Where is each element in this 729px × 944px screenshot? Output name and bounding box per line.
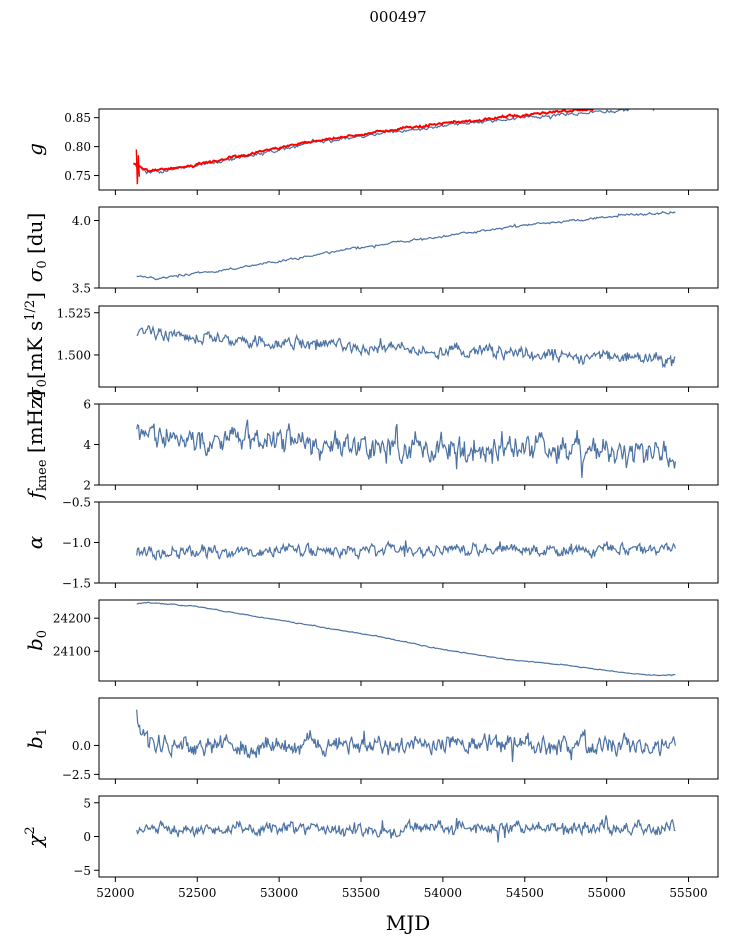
y-tick-label-fknee: 4: [83, 438, 91, 452]
x-tick-label: 52500: [178, 886, 216, 900]
y-tick-label-g: 0.85: [64, 111, 91, 125]
y-tick-label-sigma0_du: 4.0: [72, 214, 91, 228]
y-tick-label-g: 0.80: [64, 140, 91, 154]
panel-frame-b0: [98, 599, 719, 682]
x-tick-label: 54500: [506, 886, 544, 900]
y-tick-label-b0: 24200: [53, 612, 91, 626]
series-line-alpha: [136, 540, 676, 562]
y-tick-label-sigma0_mK: 1.500: [57, 348, 91, 362]
y-tick-label-alpha: −1.5: [62, 577, 91, 591]
overlay-spike-g: [135, 149, 141, 185]
x-axis: 52000 52500 53000 53500 54000 54500 55000 55500: [96, 886, 707, 900]
y-tick-label-b1: 0.0: [72, 739, 91, 753]
y-axis-label-b1: b1: [23, 728, 50, 749]
panel-chi2: −5 0 5 χ2: [23, 795, 719, 882]
panel-b1: −2.5 0.0 b1: [23, 697, 719, 784]
panel-frame-alpha: [98, 501, 719, 584]
y-tick-label-fknee: 2: [83, 479, 91, 493]
y-tick-label-sigma0_mK: 1.525: [57, 306, 91, 320]
series-line-b0: [136, 601, 676, 677]
x-tick-label: 53500: [342, 886, 380, 900]
y-axis-label-sigma0_du: σ0 [du]: [23, 213, 50, 283]
y-axis-label-chi2: χ2: [23, 826, 47, 848]
panel-sigma0_mK: 1.500 1.525 σ0[mK s1/2]: [23, 292, 719, 401]
y-tick-label-chi2: 5: [83, 796, 91, 810]
y-axis-label-b0: b0: [23, 630, 50, 651]
x-axis-label: MJD: [386, 911, 431, 935]
series-line-chi2: [136, 815, 676, 843]
y-tick-label-b1: −2.5: [62, 768, 91, 782]
y-tick-label-chi2: −5: [73, 864, 91, 878]
y-tick-label-fknee: 6: [83, 398, 91, 412]
y-tick-label-alpha: −1.0: [62, 536, 91, 550]
y-axis-label-sigma0_mK: σ0[mK s1/2]: [23, 292, 50, 401]
y-tick-label-alpha: −0.5: [62, 496, 91, 510]
series-line-g: [134, 109, 662, 175]
panel-g: 0.75 0.80 0.85 g: [23, 108, 719, 195]
series-line-sigma0_du: [136, 210, 676, 281]
panel-frame-g: [98, 108, 719, 191]
y-axis-label-alpha: α: [23, 535, 47, 549]
overlay-line-g: [133, 109, 595, 173]
panel-frame-chi2: [98, 795, 719, 878]
panels: 0.75 0.80 0.85 g 3.5 4.0 σ0 [du] 1.500 1.525 σ0[m…: [23, 108, 719, 882]
panel-alpha: −1.5 −1.0 −0.5 α: [23, 496, 719, 591]
y-tick-label-b0: 24100: [53, 645, 91, 659]
y-tick-label-g: 0.75: [64, 169, 91, 183]
x-tick-label: 52000: [96, 886, 134, 900]
panel-frame-sigma0_mK: [98, 305, 719, 388]
series-line-sigma0_mK: [136, 324, 676, 369]
panel-frame-sigma0_du: [98, 206, 719, 289]
x-tick-label: 55000: [588, 886, 626, 900]
series-line-b1: [136, 709, 676, 762]
series-line-fknee: [136, 419, 676, 478]
chart-title: 000497: [369, 8, 426, 26]
y-axis-label-fknee: fknee [mHz]: [23, 391, 50, 501]
y-axis-label-g: g: [23, 143, 47, 156]
y-tick-label-chi2: 0: [83, 830, 91, 844]
panel-fknee: 2 4 6 fknee [mHz]: [23, 391, 719, 501]
x-tick-label: 55500: [669, 886, 707, 900]
panel-frame-fknee: [98, 403, 719, 486]
y-tick-label-sigma0_du: 3.5: [72, 282, 91, 296]
x-tick-label: 54000: [424, 886, 462, 900]
panel-sigma0_du: 3.5 4.0 σ0 [du]: [23, 206, 719, 296]
x-tick-label: 53000: [260, 886, 298, 900]
panel-frame-b1: [98, 697, 719, 780]
